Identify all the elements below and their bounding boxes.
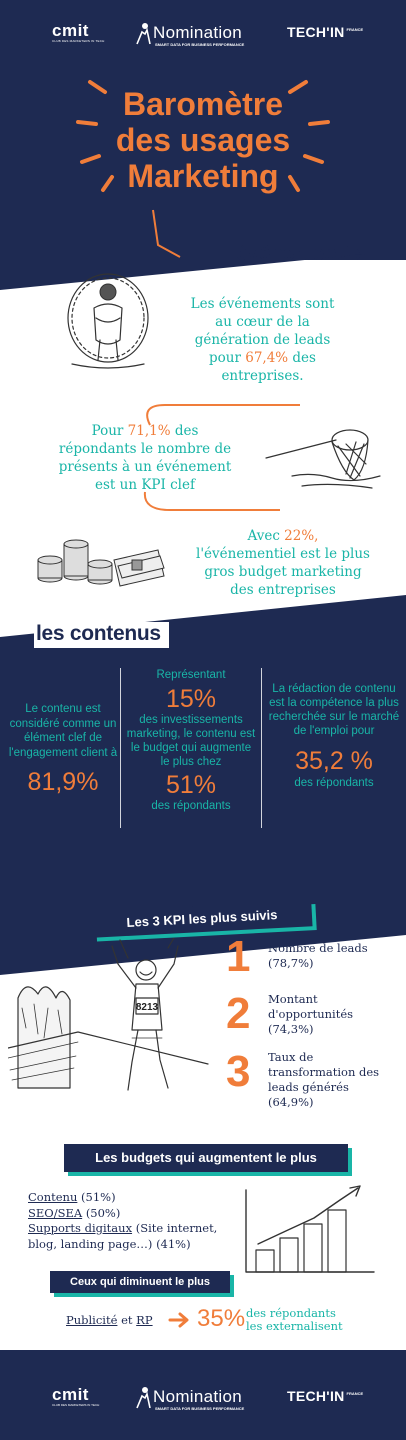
rising-bars-illustration [245, 1185, 375, 1273]
column-divider-2 [261, 668, 262, 828]
decrease-banner: Ceux qui diminuent le plus [50, 1271, 230, 1293]
bubble-person-illustration [67, 273, 149, 369]
footer-logo-techin: TECH'IN FRANCE [287, 1388, 364, 1404]
decrease-text: des répondants les externalisent [246, 1306, 343, 1333]
header-section [0, 0, 406, 260]
nomination-figure-icon [136, 23, 151, 45]
section-heading-evenementiel: l'événementiel [226, 242, 366, 265]
logo-techin: TECH'IN FRANCE [287, 24, 364, 40]
kpi-item-3: 3 Taux de transformation des leads génér… [226, 1047, 380, 1110]
budget-item-contenu: Contenu (51%) [28, 1190, 116, 1204]
stat-events-leads: Les événements sont au cœur de la généra… [190, 296, 335, 384]
budget-item-seo: SEO/SEA (50%) [28, 1205, 121, 1220]
stat-content-investment: Représentant 15% des investissements mar… [126, 669, 256, 812]
column-divider-1 [120, 668, 121, 828]
footer-logo-cmit: cmit CLUB DES MARKETERS IN TECH [52, 1385, 100, 1407]
budgets-list: Contenu (51%) SEO/SEA (50%) Supports dig… [28, 1190, 228, 1252]
connector-line [143, 209, 300, 511]
budgets-banner: Les budgets qui augmentent le plus [64, 1144, 348, 1172]
kpi-item-1: 1 Nombre de leads (78,7%) [226, 932, 368, 981]
footer [0, 1350, 406, 1440]
coins-money-illustration [37, 539, 165, 587]
main-title: Baromètre des usages Marketing [115, 86, 291, 194]
decrease-items: Publicité et RP [66, 1313, 153, 1327]
kpi-item-2: 2 Montant d'opportunités (74,3%) [226, 989, 354, 1038]
contenus-section [0, 595, 406, 975]
decrease-value: 35% [197, 1305, 246, 1332]
footer-nomination-figure-icon [136, 1387, 151, 1409]
section-heading-contenus: les contenus [34, 622, 169, 648]
stat-content-skill: La rédaction de contenu est la compétenc… [268, 683, 400, 789]
runner-bib-number: 8213 [136, 1002, 159, 1013]
runner-finish-illustration: 8213 [8, 938, 209, 1091]
stat-budget-events: Avec 22%, l'événementiel est le plus gro… [196, 528, 370, 598]
fishing-net-illustration [265, 429, 381, 489]
arrow-right-icon [168, 1312, 189, 1328]
stat-content-engagement: Le contenu est considéré comme un élémen… [8, 703, 118, 796]
budget-item-digital: Supports digitaux (Site internet, blog, … [28, 1221, 218, 1251]
logo-cmit: cmit CLUB DES MARKETERS IN TECH [52, 21, 105, 43]
stat-attendees-kpi: Pour 71,1% des répondants le nombre de p… [58, 423, 232, 493]
title-rays [76, 80, 330, 192]
